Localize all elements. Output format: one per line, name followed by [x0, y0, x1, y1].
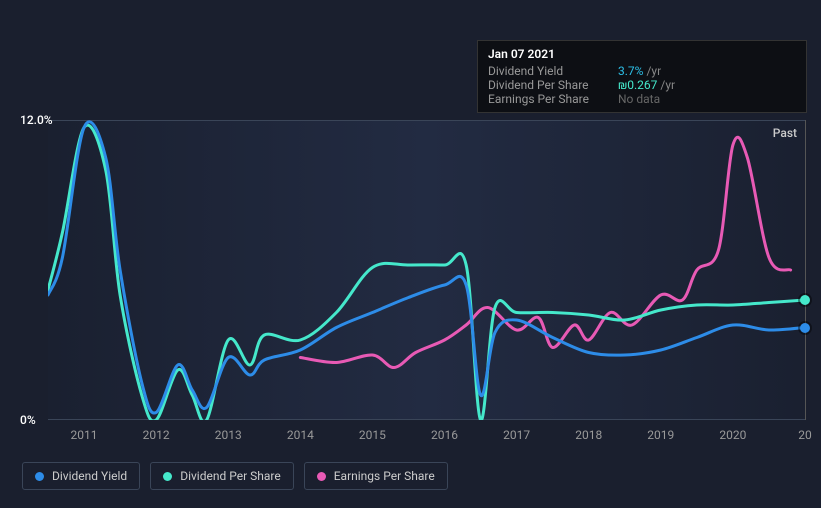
legend-dot [163, 472, 172, 481]
x-axis-tick: 2019 [647, 428, 674, 442]
x-axis-tick: 2020 [719, 428, 746, 442]
legend-item-dividend-yield[interactable]: Dividend Yield [22, 462, 140, 490]
tooltip-label: Earnings Per Share [488, 92, 618, 106]
tooltip-row: Earnings Per Share No data [488, 92, 796, 106]
x-axis-tick: 2011 [71, 428, 98, 442]
legend-label: Dividend Per Share [180, 469, 281, 483]
tooltip-row: Dividend Yield 3.7% /yr [488, 64, 796, 78]
x-axis-tick: 2015 [359, 428, 386, 442]
past-label: Past [773, 126, 797, 140]
tooltip-row: Dividend Per Share ₪0.267 /yr [488, 78, 796, 92]
legend-dot [35, 472, 44, 481]
tooltip-date: Jan 07 2021 [488, 47, 796, 61]
tooltip-nodata: No data [618, 92, 660, 106]
tooltip-unit: /yr [660, 78, 675, 92]
y-axis-tick: 12.0% [20, 113, 53, 127]
chart-legend: Dividend Yield Dividend Per Share Earnin… [22, 462, 448, 490]
legend-dot [317, 472, 326, 481]
tooltip-unit: /yr [646, 64, 661, 78]
chart-lines [48, 120, 805, 420]
chart-marker [800, 323, 810, 333]
tooltip-value: ₪0.267 [618, 78, 657, 92]
legend-label: Earnings Per Share [334, 469, 435, 483]
legend-item-dividend-per-share[interactable]: Dividend Per Share [150, 462, 294, 490]
x-axis-tick: 2016 [431, 428, 458, 442]
legend-label: Dividend Yield [52, 469, 127, 483]
x-axis-tick: 2013 [215, 428, 242, 442]
legend-item-earnings-per-share[interactable]: Earnings Per Share [304, 462, 448, 490]
y-axis-tick: 0% [20, 413, 36, 427]
chart-cursor [805, 120, 806, 420]
x-axis-tick: 2012 [143, 428, 170, 442]
tooltip-label: Dividend Yield [488, 64, 618, 78]
chart-area[interactable]: Past 12.0% 0% 20112012201320142015201620… [48, 120, 805, 420]
tooltip-value: 3.7% [618, 64, 643, 78]
chart-marker [800, 295, 810, 305]
x-axis-tick: 20 [798, 428, 812, 442]
x-axis-tick: 2017 [503, 428, 530, 442]
tooltip-label: Dividend Per Share [488, 78, 618, 92]
x-axis-tick: 2014 [287, 428, 314, 442]
x-axis-tick: 2018 [575, 428, 602, 442]
chart-tooltip: Jan 07 2021 Dividend Yield 3.7% /yr Divi… [477, 40, 807, 113]
